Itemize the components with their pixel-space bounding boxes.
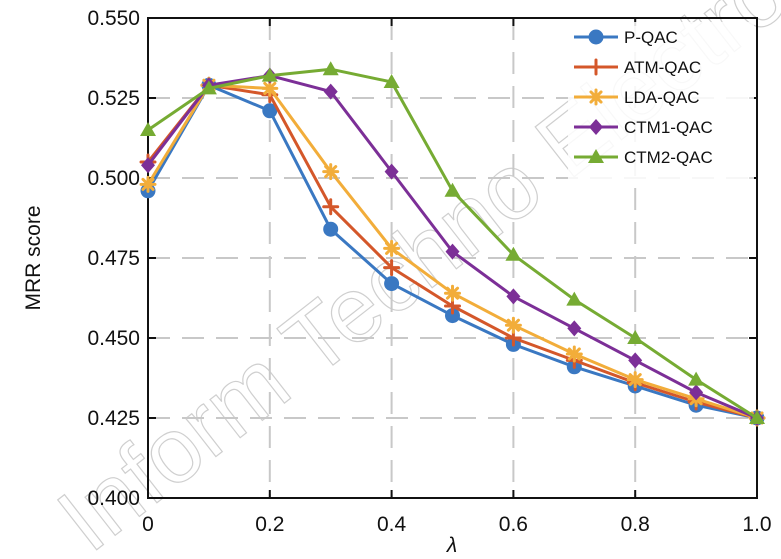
legend-item-ctm2-qac: CTM2-QAC	[574, 148, 713, 167]
x-axis-title: λ	[446, 534, 457, 557]
y-tick-label: 0.400	[87, 487, 140, 510]
legend-label: LDA-QAC	[624, 88, 700, 107]
y-tick-label: 0.425	[87, 407, 140, 430]
data-point-lda-qac	[322, 163, 340, 181]
y-tick-label: 0.550	[87, 7, 140, 30]
data-point-ctm1-qac	[141, 157, 155, 174]
legend-item-p-qac: P-QAC	[574, 28, 678, 47]
legend-marker	[587, 88, 605, 106]
y-tick-label: 0.500	[87, 167, 140, 190]
legend-marker	[588, 149, 604, 163]
legend-item-atm-qac: ATM-QAC	[574, 58, 701, 77]
data-point-ctm1-qac	[628, 352, 643, 369]
data-point-atm-qac	[383, 259, 401, 277]
data-point-ctm2-qac	[627, 330, 644, 344]
legend-item-ctm1-qac: CTM1-QAC	[574, 118, 713, 137]
data-point-ctm1-qac	[567, 320, 582, 337]
legend-label: CTM2-QAC	[624, 148, 713, 167]
data-point-atm-qac	[322, 198, 340, 216]
data-point-ctm2-qac	[505, 246, 522, 261]
data-point-p-qac	[384, 276, 400, 292]
data-point-ctm1-qac	[445, 243, 460, 260]
data-point-ctm2-qac	[261, 67, 278, 82]
series-layer	[139, 61, 766, 427]
x-tick-label: 0	[142, 513, 154, 536]
legend: P-QAC ATM-QAC LDA-QAC CTM1-QAC CTM2-QAC	[568, 22, 754, 182]
x-tick-label: 0.4	[377, 513, 407, 536]
data-point-ctm2-qac	[444, 182, 461, 197]
data-point-ctm2-qac	[383, 74, 400, 88]
legend-marker	[588, 29, 604, 45]
data-point-ctm1-qac	[323, 83, 338, 100]
y-tick-label: 0.450	[87, 327, 140, 350]
data-point-ctm2-qac	[749, 410, 765, 424]
legend-marker	[587, 58, 605, 76]
data-point-lda-qac	[261, 79, 279, 97]
legend-label: ATM-QAC	[624, 58, 701, 77]
data-point-ctm1-qac	[689, 384, 704, 401]
y-tick-label: 0.475	[87, 247, 140, 270]
data-point-ctm2-qac	[566, 291, 583, 306]
x-tick-label: 1.0	[742, 513, 771, 536]
data-point-ctm2-qac	[688, 371, 705, 386]
x-tick-label: 0.8	[621, 513, 650, 536]
data-point-lda-qac	[139, 175, 157, 193]
data-point-ctm1-qac	[384, 163, 399, 180]
data-point-lda-qac	[504, 316, 522, 334]
legend-label: CTM1-QAC	[624, 118, 713, 137]
y-axis-title: MRR score	[22, 205, 45, 310]
x-tick-label: 0.6	[499, 513, 528, 536]
data-point-ctm1-qac	[506, 288, 521, 305]
data-point-ctm2-qac	[322, 61, 339, 76]
data-point-lda-qac	[444, 284, 461, 302]
data-point-ctm2-qac	[140, 122, 156, 136]
data-point-lda-qac	[626, 371, 644, 389]
legend-label: P-QAC	[624, 28, 678, 47]
x-tick-label: 0.2	[255, 513, 284, 536]
data-point-p-qac	[323, 221, 339, 237]
data-point-ctm2-qac	[200, 80, 217, 95]
data-point-lda-qac	[565, 345, 583, 363]
y-tick-label: 0.525	[87, 87, 140, 110]
legend-item-lda-qac: LDA-QAC	[574, 88, 700, 107]
legend-marker	[589, 119, 603, 135]
data-point-lda-qac	[383, 239, 401, 257]
